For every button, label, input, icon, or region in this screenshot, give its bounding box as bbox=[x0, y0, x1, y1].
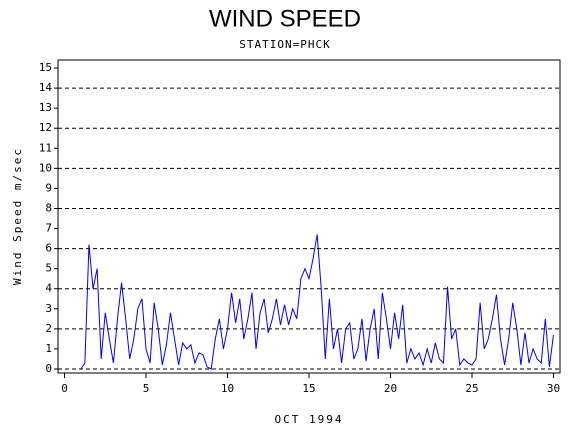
x-tick-label: 20 bbox=[384, 382, 397, 395]
y-tick-label: 7 bbox=[45, 222, 52, 235]
x-tick-label: 0 bbox=[61, 382, 68, 395]
x-tick-label: 5 bbox=[143, 382, 150, 395]
y-tick-label: 0 bbox=[45, 362, 52, 375]
y-tick-label: 12 bbox=[39, 121, 52, 134]
x-axis-label: OCT 1994 bbox=[275, 413, 344, 426]
y-tick-label: 6 bbox=[45, 242, 52, 255]
plot-frame bbox=[57, 59, 561, 374]
y-tick-label: 10 bbox=[39, 161, 52, 174]
chart-subtitle: STATION=PHCK bbox=[239, 38, 330, 51]
x-tick-label: 15 bbox=[302, 382, 315, 395]
x-tick-label: 30 bbox=[547, 382, 560, 395]
y-tick-label: 4 bbox=[45, 282, 52, 295]
chart-title: WIND SPEED bbox=[209, 5, 361, 32]
x-tick-label: 25 bbox=[465, 382, 478, 395]
y-tick-label: 9 bbox=[45, 181, 52, 194]
y-tick-label: 13 bbox=[39, 101, 52, 114]
data-line bbox=[80, 234, 554, 370]
y-tick-label: 11 bbox=[39, 141, 52, 154]
y-tick-label: 14 bbox=[39, 81, 53, 94]
y-tick-label: 15 bbox=[39, 61, 52, 74]
y-tick-label: 1 bbox=[45, 342, 52, 355]
y-tick-label: 2 bbox=[45, 322, 52, 335]
y-tick-label: 3 bbox=[45, 302, 52, 315]
y-tick-label: 5 bbox=[45, 262, 52, 275]
y-tick-label: 8 bbox=[45, 201, 52, 214]
x-tick-label: 10 bbox=[221, 382, 234, 395]
y-axis-label: Wind Speed m/sec bbox=[11, 147, 24, 285]
